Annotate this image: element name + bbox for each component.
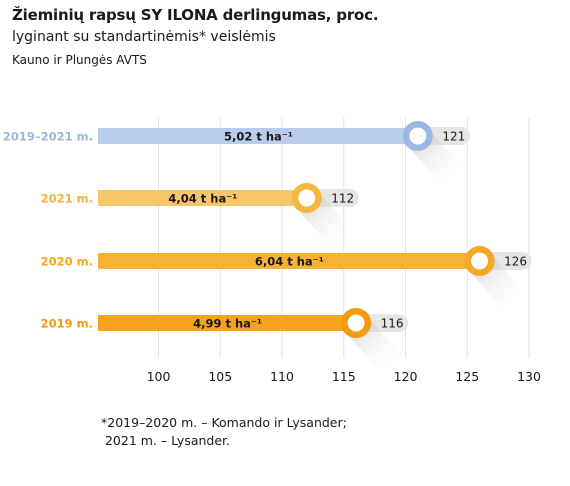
y-category-label: 2020 m. [41, 255, 93, 269]
bar-value-label: 121 [442, 130, 465, 144]
footnote-line-2: 2021 m. – Lysander. [101, 433, 231, 448]
bar-yield-label: 4,04 t ha⁻¹ [168, 192, 237, 206]
x-tick-label: 110 [270, 369, 294, 384]
bar-value-label: 126 [504, 255, 527, 269]
y-category-label: 2019 m. [41, 317, 93, 331]
bar-end-marker-center [298, 189, 316, 207]
bar-yield-label: 6,04 t ha⁻¹ [255, 255, 324, 269]
chart-subtitle: lyginant su standartinėmis* veislėmis [12, 29, 276, 45]
x-tick-label: 100 [147, 369, 171, 384]
bar-group: 112 4,04 t ha⁻¹ [98, 183, 359, 244]
y-category-label: 2021 m. [41, 192, 93, 206]
chart-location: Kauno ir Plungės AVTS [12, 53, 147, 67]
bar-value-label: 116 [381, 317, 404, 331]
bar-yield-label: 5,02 t ha⁻¹ [224, 130, 293, 144]
x-tick-label: 105 [208, 369, 232, 384]
bar-end-marker-center [347, 314, 365, 332]
bar [98, 190, 307, 206]
bar-value-label: 112 [331, 192, 354, 206]
footnote: *2019–2020 m. – Komando ir Lysander; 202… [101, 414, 347, 450]
x-tick-label: 120 [394, 369, 418, 384]
chart-title: Žieminių rapsų SY ILONA derlingumas, pro… [12, 6, 379, 24]
bar-end-marker-center [409, 127, 427, 145]
bar-end-marker-center [471, 252, 489, 270]
bar-group: 116 4,99 t ha⁻¹ [98, 308, 409, 369]
bar-group: 126 6,04 t ha⁻¹ [98, 246, 532, 307]
bar-group: 121 5,02 t ha⁻¹ [98, 121, 470, 182]
footnote-line-1: *2019–2020 m. – Komando ir Lysander; [101, 415, 347, 430]
bar-yield-label: 4,99 t ha⁻¹ [193, 317, 262, 331]
y-category-label: 2019–2021 m. [3, 130, 93, 144]
x-tick-label: 130 [517, 369, 541, 384]
bar [98, 253, 480, 269]
bar [98, 128, 418, 144]
x-tick-label: 125 [455, 369, 479, 384]
bar [98, 315, 357, 331]
x-tick-label: 115 [332, 369, 356, 384]
